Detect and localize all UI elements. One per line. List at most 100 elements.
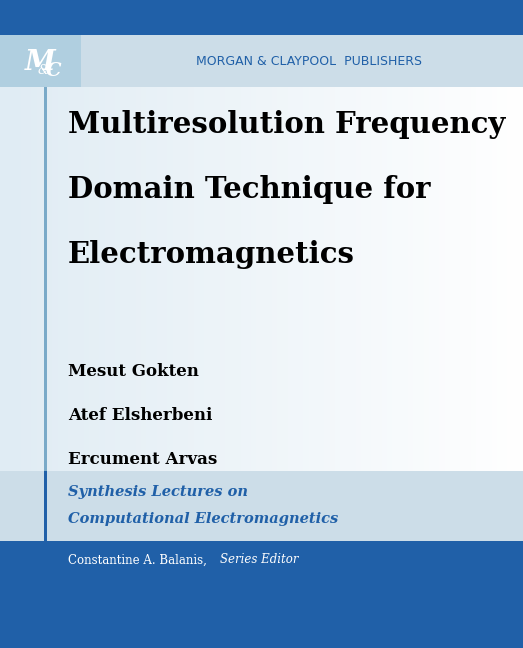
- Bar: [366, 87, 372, 541]
- Bar: [361, 87, 367, 541]
- Bar: [476, 87, 482, 541]
- Bar: [220, 87, 226, 541]
- Bar: [356, 87, 362, 541]
- Bar: [31, 87, 38, 541]
- Bar: [445, 87, 451, 541]
- Bar: [173, 87, 179, 541]
- Bar: [0, 579, 523, 648]
- Bar: [277, 87, 283, 541]
- Bar: [52, 87, 59, 541]
- Bar: [288, 87, 294, 541]
- Bar: [450, 87, 456, 541]
- Bar: [429, 87, 435, 541]
- Text: C: C: [46, 62, 61, 80]
- Bar: [188, 87, 195, 541]
- Text: Constantine A. Balanis,: Constantine A. Balanis,: [68, 553, 211, 566]
- Text: Mesut Gokten: Mesut Gokten: [68, 363, 199, 380]
- Bar: [73, 87, 79, 541]
- Bar: [194, 87, 200, 541]
- Bar: [314, 87, 320, 541]
- Bar: [44, 471, 47, 541]
- Bar: [230, 87, 236, 541]
- Bar: [5, 87, 12, 541]
- Bar: [63, 87, 69, 541]
- Bar: [0, 541, 523, 579]
- Bar: [146, 87, 153, 541]
- Bar: [157, 87, 163, 541]
- Bar: [99, 87, 106, 541]
- Bar: [350, 87, 357, 541]
- Bar: [481, 87, 487, 541]
- Bar: [0, 35, 523, 87]
- Bar: [167, 87, 174, 541]
- Text: Series Editor: Series Editor: [220, 553, 298, 566]
- Bar: [345, 87, 351, 541]
- Bar: [16, 87, 22, 541]
- Bar: [403, 87, 409, 541]
- Bar: [246, 87, 252, 541]
- Bar: [303, 87, 310, 541]
- Bar: [272, 87, 278, 541]
- Bar: [0, 35, 81, 87]
- Bar: [199, 87, 205, 541]
- Text: Multiresolution Frequency: Multiresolution Frequency: [68, 110, 505, 139]
- Text: Ercument Arvas: Ercument Arvas: [68, 451, 217, 468]
- Text: Computational Electromagnetics: Computational Electromagnetics: [68, 512, 338, 526]
- Bar: [214, 87, 221, 541]
- Bar: [371, 87, 378, 541]
- Bar: [465, 87, 472, 541]
- Text: M: M: [25, 49, 56, 76]
- Bar: [0, 471, 523, 541]
- Bar: [256, 87, 263, 541]
- Bar: [0, 87, 6, 541]
- Text: MORGAN & CLAYPOOL  PUBLISHERS: MORGAN & CLAYPOOL PUBLISHERS: [196, 54, 422, 68]
- Bar: [178, 87, 184, 541]
- Bar: [293, 87, 299, 541]
- Text: Atef Elsherbeni: Atef Elsherbeni: [68, 407, 212, 424]
- Bar: [324, 87, 331, 541]
- Bar: [44, 87, 47, 541]
- Bar: [84, 87, 90, 541]
- Bar: [235, 87, 242, 541]
- Text: Domain Technique for: Domain Technique for: [68, 175, 430, 204]
- Bar: [392, 87, 399, 541]
- Bar: [439, 87, 446, 541]
- Bar: [518, 87, 523, 541]
- Bar: [507, 87, 514, 541]
- Bar: [413, 87, 419, 541]
- Bar: [26, 87, 32, 541]
- Bar: [0, 0, 523, 35]
- Bar: [455, 87, 461, 541]
- Bar: [209, 87, 215, 541]
- Bar: [89, 87, 95, 541]
- Bar: [497, 87, 503, 541]
- Bar: [94, 87, 100, 541]
- Bar: [397, 87, 404, 541]
- Bar: [282, 87, 289, 541]
- Bar: [204, 87, 210, 541]
- Bar: [42, 87, 48, 541]
- Bar: [329, 87, 336, 541]
- Bar: [120, 87, 127, 541]
- Bar: [183, 87, 189, 541]
- Bar: [37, 87, 43, 541]
- Bar: [335, 87, 341, 541]
- Bar: [434, 87, 440, 541]
- Bar: [262, 87, 268, 541]
- Text: Electromagnetics: Electromagnetics: [68, 240, 355, 269]
- Bar: [513, 87, 519, 541]
- Bar: [225, 87, 231, 541]
- Bar: [10, 87, 17, 541]
- Bar: [309, 87, 315, 541]
- Bar: [131, 87, 137, 541]
- Bar: [241, 87, 247, 541]
- Bar: [319, 87, 325, 541]
- Bar: [251, 87, 257, 541]
- Bar: [382, 87, 388, 541]
- Bar: [340, 87, 346, 541]
- Bar: [486, 87, 493, 541]
- Text: Synthesis Lectures on: Synthesis Lectures on: [68, 485, 248, 499]
- Bar: [418, 87, 425, 541]
- Bar: [78, 87, 85, 541]
- Bar: [408, 87, 414, 541]
